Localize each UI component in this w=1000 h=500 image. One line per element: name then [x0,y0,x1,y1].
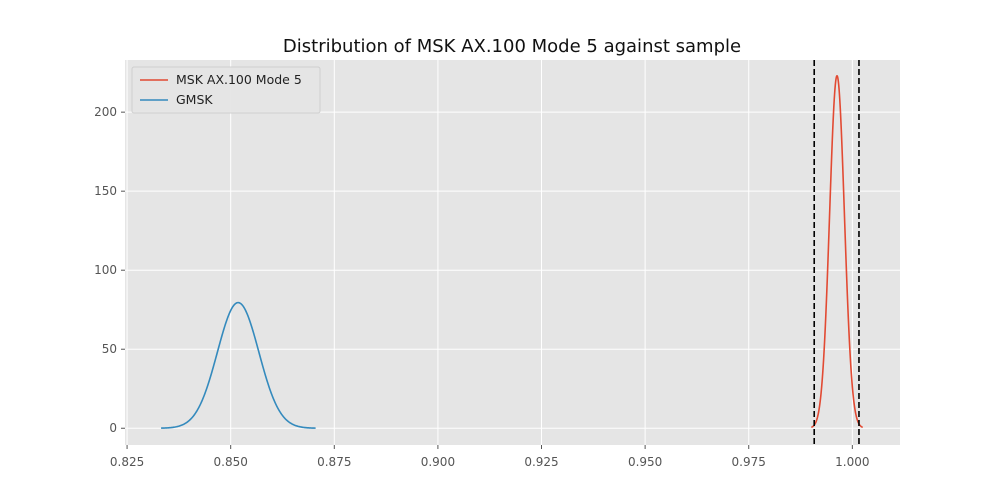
x-tick-label: 0.900 [421,455,455,469]
series-line-1 [160,301,316,429]
series-line-0 [810,75,864,429]
x-tick-label: 0.975 [732,455,766,469]
y-tick-label: 150 [94,184,117,198]
legend: MSK AX.100 Mode 5 GMSK [131,66,321,114]
chart-title: Distribution of MSK AX.100 Mode 5 agains… [283,36,741,57]
y-tick-label: 100 [94,263,117,277]
legend-box [131,66,321,114]
legend-label-series-0: MSK AX.100 Mode 5 [176,72,302,87]
x-tick-label: 0.950 [628,455,662,469]
x-axis-ticks: 0.825 0.850 0.875 0.900 0.925 0.950 0.975 1.000 [110,445,870,469]
x-tick-label: 0.875 [317,455,351,469]
data-series [160,75,864,429]
y-tick-label: 50 [102,342,117,356]
y-tick-label: 0 [109,421,117,435]
x-tick-label: 1.000 [835,455,869,469]
y-tick-label: 200 [94,105,117,119]
x-tick-label: 0.925 [524,455,558,469]
threshold-lines [813,60,860,445]
x-tick-label: 0.850 [214,455,248,469]
plot-area [125,60,900,445]
legend-label-series-1: GMSK [176,92,213,107]
x-tick-label: 0.825 [110,455,144,469]
grid-lines [125,60,900,445]
y-axis-ticks: 0 50 100 150 200 [94,105,125,435]
